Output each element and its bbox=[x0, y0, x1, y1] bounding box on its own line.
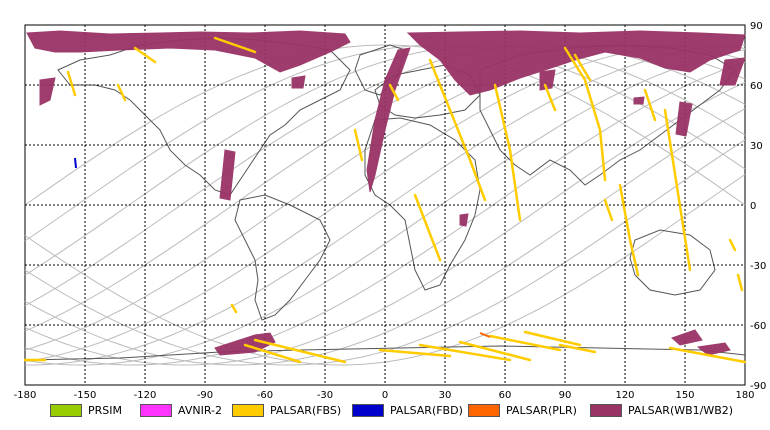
longitude-tick-label: -30 bbox=[317, 390, 333, 401]
palsar-fbd-coverage bbox=[74, 157, 77, 169]
palsar-plr-coverage bbox=[479, 332, 491, 338]
longitude-tick-label: 0 bbox=[382, 390, 388, 401]
wb-spot-africa bbox=[459, 213, 469, 227]
wb-swath-alaska bbox=[39, 77, 56, 106]
latitude-tick-labels: 90 60 30 0 -30 -60 -90 bbox=[750, 21, 766, 392]
wb-spot-china bbox=[633, 96, 645, 105]
fbs-track-6 bbox=[493, 83, 522, 222]
latitude-tick-label: 30 bbox=[750, 141, 763, 152]
latitude-tick-label: 60 bbox=[750, 81, 763, 92]
fbs-antarctic-6 bbox=[488, 334, 562, 352]
fbs-track-2 bbox=[213, 36, 257, 54]
legend-item: AVNIR-2 bbox=[140, 403, 222, 417]
wb-swath-east-asia bbox=[719, 57, 746, 86]
fbs-track-1 bbox=[133, 46, 157, 64]
longitude-tick-label: -180 bbox=[14, 390, 37, 401]
fbs-track-12 bbox=[543, 83, 557, 112]
fbs-antarctic-2 bbox=[253, 338, 347, 364]
australia-outline bbox=[629, 229, 716, 296]
wb-swath-canada bbox=[291, 75, 306, 89]
longitude-tick-label: 30 bbox=[439, 390, 452, 401]
europe-outline bbox=[374, 64, 481, 119]
legend-item: PALSAR(FBS) bbox=[232, 403, 341, 417]
fbs-track-10 bbox=[563, 46, 607, 182]
legend-item: PALSAR(WB1/WB2) bbox=[590, 403, 733, 417]
latitude-tick-label: -60 bbox=[750, 321, 766, 332]
fbs-antarctic-1 bbox=[243, 343, 302, 364]
fbs-antarctic-4 bbox=[418, 343, 512, 362]
fbs-track-7 bbox=[413, 193, 442, 262]
fbs-track-9 bbox=[388, 83, 400, 102]
longitude-tick-label: -150 bbox=[74, 390, 97, 401]
wb-arctic-band-east bbox=[406, 30, 746, 96]
legend-item: PALSAR(FBD) bbox=[352, 403, 463, 417]
fbs-antarctic-8 bbox=[558, 343, 597, 354]
wb-antarctic-pacific-2 bbox=[696, 342, 731, 356]
wb-swath-atlantic bbox=[366, 47, 411, 193]
fbs-track-14 bbox=[643, 88, 657, 122]
longitude-tick-label: 90 bbox=[559, 390, 572, 401]
longitude-tick-label: 150 bbox=[675, 390, 694, 401]
fbd-track-hawaii bbox=[74, 157, 77, 169]
fbs-track-13 bbox=[618, 183, 640, 277]
fbs-track-11 bbox=[573, 53, 592, 82]
fbs-track-5 bbox=[428, 58, 487, 202]
latitude-tick-label: -90 bbox=[750, 381, 766, 392]
longitude-tick-label: -120 bbox=[134, 390, 157, 401]
antarctica-outline bbox=[24, 345, 746, 361]
legend-label: AVNIR-2 bbox=[178, 403, 222, 417]
south-america-outline bbox=[234, 194, 331, 321]
wb-antarctic-pacific-1 bbox=[671, 329, 703, 346]
wb-swath-central-america bbox=[219, 149, 236, 201]
fbs-track-18 bbox=[603, 198, 614, 222]
wb-swath-siberia-2 bbox=[675, 101, 693, 137]
africa-outline bbox=[364, 117, 481, 291]
latitude-tick-label: -30 bbox=[750, 261, 766, 272]
fbs-track-4 bbox=[116, 83, 127, 102]
legend-label: PALSAR(FBS) bbox=[270, 403, 342, 417]
fbs-antarctic-7 bbox=[523, 330, 582, 347]
fbs-track-17 bbox=[736, 273, 744, 292]
fbs-track-16 bbox=[728, 238, 737, 252]
fbs-track-15 bbox=[663, 108, 692, 272]
legend-swatch bbox=[468, 403, 500, 417]
latitude-tick-label: 0 bbox=[750, 201, 756, 212]
longitude-tick-label: 180 bbox=[735, 390, 754, 401]
plr-track-antarctic bbox=[479, 332, 491, 338]
legend-swatch bbox=[50, 403, 82, 417]
legend-label: PALSAR(FBD) bbox=[390, 403, 463, 417]
fbs-track-3 bbox=[66, 70, 77, 97]
legend-swatch bbox=[232, 403, 264, 417]
legend-swatch bbox=[590, 403, 622, 417]
longitude-tick-label: -90 bbox=[197, 390, 213, 401]
longitude-tick-label: 120 bbox=[615, 390, 634, 401]
legend-swatch bbox=[352, 403, 384, 417]
fbs-track-8 bbox=[353, 128, 364, 162]
fbs-antarctic-5 bbox=[458, 340, 532, 362]
palsar-fbs-coverage bbox=[23, 36, 747, 364]
fbs-antarctic-9 bbox=[668, 346, 747, 364]
legend-item: PALSAR(PLR) bbox=[468, 403, 577, 417]
longitude-tick-label: -60 bbox=[257, 390, 273, 401]
longitude-tick-label: 60 bbox=[499, 390, 512, 401]
orbit-track bbox=[25, 44, 746, 366]
fbs-spot-sa bbox=[230, 303, 238, 314]
legend-label: PRSIM bbox=[88, 403, 122, 417]
latitude-tick-label: 90 bbox=[750, 21, 763, 32]
wb-arctic-band-west bbox=[26, 30, 351, 73]
legend-label: PALSAR(PLR) bbox=[506, 403, 577, 417]
fbs-antarctic-3 bbox=[378, 348, 452, 358]
longitude-tick-labels: -180 -150 -120 -90 -60 -30 0 30 60 90 120 150 180 bbox=[14, 390, 755, 401]
legend-label: PALSAR(WB1/WB2) bbox=[628, 403, 734, 417]
legend-swatch bbox=[140, 403, 172, 417]
legend-item: PRSIM bbox=[50, 403, 122, 417]
